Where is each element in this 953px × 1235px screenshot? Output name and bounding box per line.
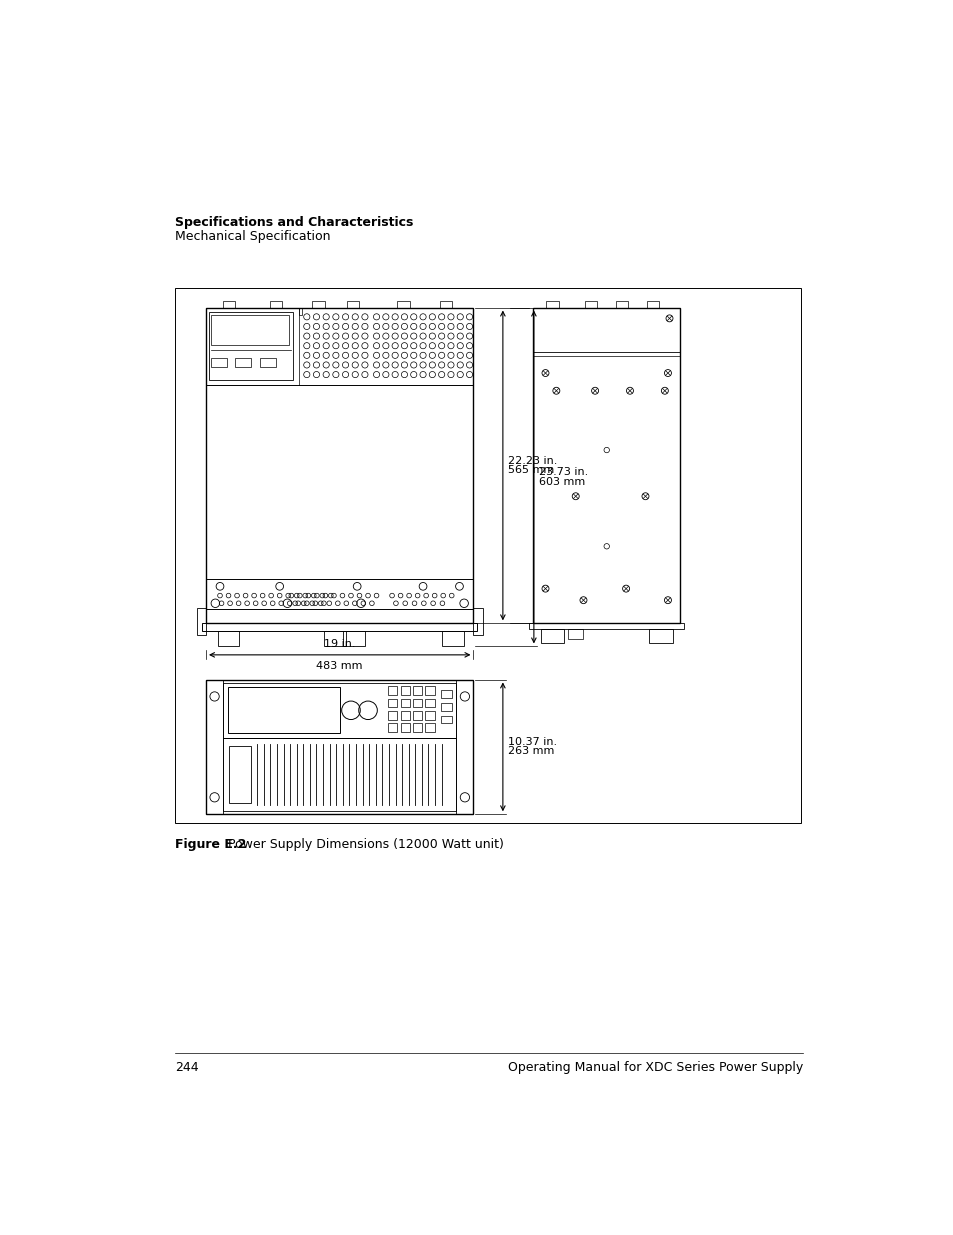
Bar <box>439 301 452 308</box>
Bar <box>235 358 251 367</box>
Text: Specifications and Characteristics: Specifications and Characteristics <box>174 216 413 228</box>
Bar <box>440 704 452 711</box>
Text: Figure E.2: Figure E.2 <box>174 839 246 851</box>
Text: 244: 244 <box>174 1061 198 1073</box>
Bar <box>649 630 672 643</box>
Bar <box>206 308 473 384</box>
Bar <box>229 746 251 804</box>
Bar <box>223 301 235 308</box>
Bar <box>425 724 435 732</box>
Bar <box>388 711 397 720</box>
Bar <box>440 716 452 724</box>
Bar <box>270 301 282 308</box>
Bar <box>456 679 473 814</box>
Text: 19 in.: 19 in. <box>324 638 355 648</box>
Bar <box>388 687 397 695</box>
Text: Power Supply Dimensions (12000 Watt unit): Power Supply Dimensions (12000 Watt unit… <box>220 839 503 851</box>
Text: 23.73 in.: 23.73 in. <box>537 467 587 478</box>
Bar <box>546 301 558 308</box>
Bar <box>260 358 275 367</box>
Text: Operating Manual for XDC Series Power Supply: Operating Manual for XDC Series Power Su… <box>507 1061 802 1073</box>
Bar <box>413 711 422 720</box>
Bar <box>400 687 410 695</box>
Bar <box>312 301 324 308</box>
Bar <box>413 687 422 695</box>
Bar <box>206 579 473 609</box>
Bar <box>196 608 206 635</box>
Bar <box>400 724 410 732</box>
Bar <box>413 724 422 732</box>
Text: 22.23 in.: 22.23 in. <box>507 456 557 466</box>
Bar <box>440 690 452 698</box>
Bar <box>388 699 397 708</box>
Bar <box>212 358 227 367</box>
Bar <box>646 301 659 308</box>
Text: 483 mm: 483 mm <box>316 661 362 671</box>
Bar <box>323 631 345 646</box>
Bar <box>228 687 340 734</box>
Bar <box>442 631 464 646</box>
Bar <box>223 683 456 739</box>
Bar <box>209 312 293 380</box>
Bar <box>217 631 239 646</box>
Bar <box>400 711 410 720</box>
Bar <box>298 308 302 315</box>
Bar <box>584 301 597 308</box>
Bar <box>400 699 410 708</box>
Bar <box>212 315 289 345</box>
Bar <box>473 608 482 635</box>
Bar <box>347 301 359 308</box>
Bar <box>425 711 435 720</box>
Bar <box>202 624 477 631</box>
Bar <box>533 308 679 352</box>
Bar <box>388 724 397 732</box>
Bar <box>223 739 456 811</box>
Text: 10.37 in.: 10.37 in. <box>507 737 556 747</box>
Bar <box>540 630 563 643</box>
Text: Mechanical Specification: Mechanical Specification <box>174 230 330 243</box>
Bar <box>343 631 365 646</box>
Bar <box>206 308 473 624</box>
Bar <box>529 624 683 630</box>
Bar <box>425 687 435 695</box>
Bar <box>616 301 628 308</box>
Text: 603 mm: 603 mm <box>537 477 584 487</box>
Bar <box>567 630 583 638</box>
Text: 565 mm: 565 mm <box>507 466 553 475</box>
Bar <box>206 679 473 814</box>
Bar <box>397 301 410 308</box>
Bar <box>174 288 801 824</box>
Text: 263 mm: 263 mm <box>507 746 554 757</box>
Bar <box>413 699 422 708</box>
Bar <box>533 308 679 624</box>
Bar <box>206 679 223 814</box>
Bar <box>425 699 435 708</box>
